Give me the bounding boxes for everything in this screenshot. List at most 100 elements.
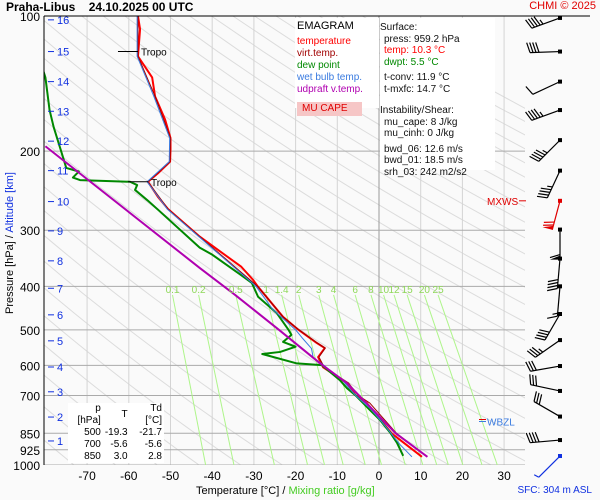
xlabel-temp: Temperature [°C] (196, 485, 280, 497)
wind-barb-station (558, 284, 562, 289)
surface-elevation: SFC: 304 m ASL (517, 485, 592, 496)
wind-barb-station (558, 388, 562, 393)
srh-03: srh_03: 242 m2/s2 (384, 166, 467, 178)
wind-barb-feather (530, 109, 538, 119)
wind-barb-feather (547, 284, 558, 289)
wind-barb-feather (536, 334, 547, 338)
wind-barb-station (558, 49, 562, 54)
wind-barb-feather (534, 431, 540, 443)
pressure-tick-label: 400 (20, 280, 40, 294)
mixing-ratio-line (370, 294, 424, 465)
wind-barb-staff (544, 313, 561, 341)
mixing-ratio-label: 0.1 (166, 285, 180, 296)
surface-temp: temp: 10.3 °C (384, 45, 446, 56)
wind-barb-station (558, 364, 562, 369)
wind-barb-feather (528, 432, 534, 443)
wind-barb-station (558, 438, 562, 443)
wind-barb-station (558, 108, 562, 113)
wind-barb-half-feather (539, 19, 544, 25)
altitude-tick-label: 3 (57, 387, 63, 399)
wind-barb-feather (538, 193, 549, 196)
temperature-tick-label: -70 (78, 469, 96, 483)
bwd-01: bwd_01: 18.5 m/s (384, 155, 463, 166)
y-axis-label: Pressure [hPa] / Altitude [km] (4, 153, 16, 333)
altitude-tick-label: 7 (57, 283, 63, 295)
temperature-tick-label: 30 (497, 469, 511, 483)
mixing-ratio-line (333, 294, 383, 465)
station-name: Praha-Libus (6, 0, 76, 14)
wind-barb (547, 284, 562, 319)
surface-press: press: 959.2 hPa (384, 33, 460, 45)
mixing-ratio-label: 2 (296, 285, 302, 296)
temperature-tick-label: 10 (414, 469, 428, 483)
dry-adiabat (59, 16, 525, 323)
ylabel-pressure: Pressure [hPa] (4, 241, 16, 314)
wind-barb-half-feather (539, 111, 544, 117)
wind-barb-station (558, 312, 562, 317)
wind-barb-staff (538, 455, 561, 478)
wind-barb (525, 431, 562, 444)
wind-barb-feather (536, 195, 548, 199)
wind-barb-feather (532, 42, 537, 53)
altitude-tick-label: 1 (57, 436, 63, 448)
wind-barb-staff (530, 384, 561, 392)
wind-barb-staff (556, 286, 561, 317)
altitude-tick-label: 6 (57, 310, 63, 322)
temperature-tick-label: -10 (329, 469, 347, 483)
wind-barb-feather (533, 16, 541, 26)
wind-barb (549, 227, 562, 260)
wind-barb (525, 108, 562, 121)
wind-barb (533, 391, 562, 419)
wind-barb-feather (531, 346, 541, 355)
dry-adiabat (44, 77, 525, 399)
dry-adiabat (167, 16, 525, 239)
wind-barb-feather (536, 392, 540, 404)
wind-barb-station (558, 227, 562, 232)
wind-barb-station (558, 454, 562, 459)
wind-barb-feather (535, 42, 540, 53)
wind-barb-feather (547, 281, 559, 286)
wbzl-label: WBZL (487, 417, 515, 428)
altitude-tick-label: 14 (57, 77, 69, 89)
bwd-06: bwd_06: 12.6 m/s (384, 143, 463, 155)
wind-barb-feather (525, 111, 533, 121)
t-conv: t-conv: 11.9 °C (384, 72, 450, 83)
wind-barb-station (558, 168, 562, 173)
mixing-ratio-line (383, 294, 438, 465)
wind-barb-staff (535, 339, 561, 358)
wind-barb-feather (539, 190, 550, 193)
wind-barb-staff (529, 50, 561, 54)
wind-barb-feather (525, 432, 531, 443)
altitude-tick-label: 11 (57, 166, 68, 178)
wind-barb-feather (549, 254, 561, 259)
instability-title: Instability/Shear: (380, 105, 454, 116)
wind-barb-feather (547, 315, 558, 319)
wind-barb-feather (547, 287, 558, 292)
mixing-ratio-label: 12 (388, 285, 400, 296)
temperature-tick-label: -40 (204, 469, 222, 483)
dry-adiabat (124, 16, 525, 271)
table-row: 700 -5.6 -5.6 (68, 439, 164, 451)
wind-barb-feather (533, 391, 538, 402)
wind-barb-station (558, 15, 562, 20)
cell: 850 (84, 451, 101, 462)
mu-cape: mu_cape: 8 J/kg (384, 116, 458, 128)
wind-barb (526, 338, 562, 358)
mixing-ratio-line (393, 294, 449, 465)
mixing-ratio-line (354, 294, 406, 465)
altitude-tick-label: 9 (57, 226, 63, 238)
dry-adiabat (44, 260, 325, 465)
wind-barb-station (558, 256, 562, 261)
info-panel: Surface: press: 959.2 hPa temp: 10.3 °C … (380, 18, 495, 178)
mixing-ratio-label: 8 (368, 285, 374, 296)
wind-barb-feather (531, 432, 537, 443)
mixing-ratio-line (406, 294, 464, 465)
legend-wet-bulb: wet bulb temp. (297, 72, 363, 83)
mixing-ratio-label: 1 (263, 285, 269, 296)
ylabel-sep: / (4, 232, 16, 242)
mixing-ratio-line (437, 294, 498, 465)
pressure-tick-label: 700 (20, 389, 40, 403)
profile-udpraft-v-temp (44, 145, 428, 458)
table-header: p [hPa] T Td [°C] (68, 403, 164, 427)
